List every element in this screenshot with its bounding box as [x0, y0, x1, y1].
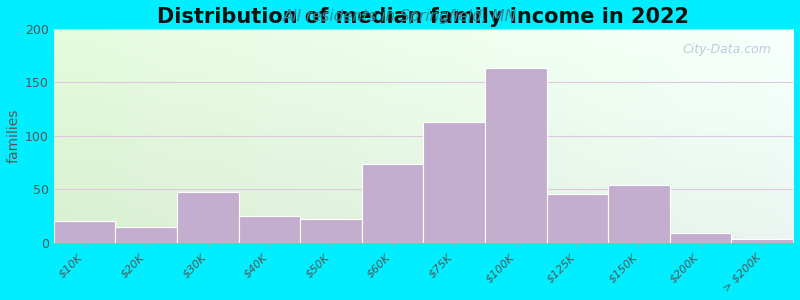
- Text: All residents in Springfield, MN: All residents in Springfield, MN: [283, 9, 517, 24]
- Y-axis label: families: families: [7, 108, 21, 163]
- Bar: [423, 122, 485, 243]
- Bar: [485, 68, 546, 243]
- Bar: [546, 194, 608, 243]
- Bar: [670, 233, 731, 243]
- Bar: [362, 164, 423, 243]
- Bar: [177, 192, 238, 243]
- Title: Distribution of median family income in 2022: Distribution of median family income in …: [158, 7, 690, 27]
- Bar: [115, 226, 177, 243]
- Bar: [238, 216, 300, 243]
- Text: City-Data.com: City-Data.com: [682, 44, 771, 56]
- Bar: [300, 219, 362, 243]
- Bar: [54, 221, 115, 243]
- Bar: [731, 239, 793, 243]
- Bar: [608, 185, 670, 243]
